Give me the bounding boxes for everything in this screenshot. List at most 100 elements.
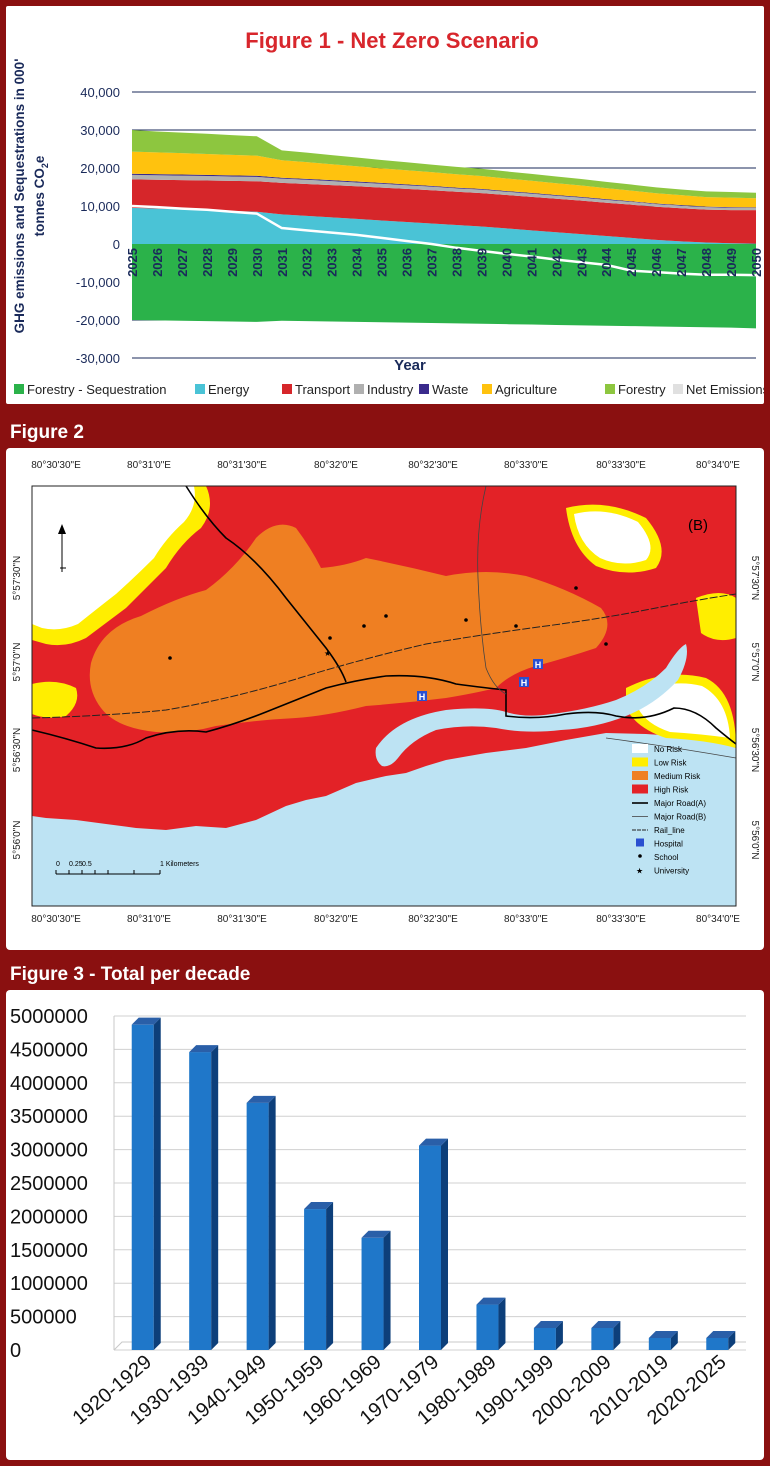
legend-swatch: [632, 744, 648, 753]
bar-side: [383, 1230, 391, 1350]
x-tick-label: 2046: [649, 248, 664, 277]
bar-top: [304, 1202, 334, 1210]
legend-item: Waste: [419, 382, 468, 397]
decade-bar-chart: 5000000450000040000003500000300000025000…: [10, 1006, 746, 1429]
y-tick-label: 1000000: [10, 1273, 88, 1295]
map-legend-label: Major Road(A): [654, 799, 706, 808]
map-panel-label: (B): [688, 517, 708, 534]
bar-side: [153, 1017, 161, 1350]
area-energy: [132, 207, 756, 244]
x-axis-label: Year: [394, 357, 426, 374]
university-icon: ★: [324, 649, 331, 658]
bar-side: [498, 1297, 506, 1350]
bar-side: [613, 1320, 621, 1350]
legend-swatch: [482, 384, 492, 394]
bar-side: [555, 1320, 563, 1350]
top-longitude-tick: 80°34'0"E: [696, 460, 740, 471]
area-forestry: [132, 130, 756, 199]
hospital-icon-box: [519, 677, 529, 687]
bar-side: [268, 1095, 276, 1350]
scale-label: 0.25: [69, 861, 83, 868]
school-icon: [514, 624, 518, 628]
legend-university-icon: ★: [636, 867, 643, 876]
bar: [419, 1138, 448, 1350]
legend-label: Waste: [432, 382, 468, 397]
x-tick-label: 2040: [499, 248, 514, 277]
x-tick-label: 2032: [300, 248, 315, 277]
bar-top: [419, 1138, 448, 1146]
map-legend-item: Rail_line: [632, 826, 685, 835]
legend-label: Net Emissions: [686, 382, 764, 397]
legend-item: Energy: [195, 382, 250, 397]
legend-item: Transport: [282, 382, 351, 397]
legend-item: Net Emissions: [673, 382, 770, 397]
x-tick-label: 2033: [325, 248, 340, 277]
major-road-b: [477, 485, 737, 759]
area-industry: [132, 174, 756, 211]
map-legend-label: No Risk: [654, 745, 683, 754]
bar: [131, 1017, 161, 1350]
top-longitude-tick: 80°30'30"E: [31, 460, 81, 471]
bar-top: [706, 1330, 736, 1338]
bottom-longitude-tick: 80°33'30"E: [596, 914, 646, 925]
school-icon: [362, 624, 366, 628]
bottom-longitude-tick: 80°30'30"E: [31, 914, 81, 925]
bar-top: [361, 1230, 391, 1238]
x-tick-label: 2037: [425, 248, 440, 277]
bar: [361, 1230, 391, 1350]
hospital-icon-letter: H: [521, 678, 528, 688]
bar-front: [533, 1327, 556, 1350]
bar-top: [533, 1320, 563, 1328]
map-legend-item: Major Road(A): [632, 799, 706, 808]
line-net-emissions: [131, 204, 757, 277]
bar-top: [476, 1297, 506, 1305]
bottom-longitude-tick: 80°31'30"E: [217, 914, 267, 925]
bar: [189, 1045, 219, 1350]
x-tick-label: 2031: [275, 248, 290, 277]
map-legend-item: Major Road(B): [632, 813, 706, 822]
legend-item: Forestry - Sequestration: [14, 382, 166, 397]
bar-top: [246, 1095, 276, 1103]
bar: [706, 1330, 736, 1350]
legend-swatch: [632, 784, 648, 794]
map-legend-item: School: [638, 853, 679, 862]
x-tick-label: 2049: [724, 248, 739, 277]
legend-swatch: [195, 384, 205, 394]
school-icon: [384, 614, 388, 618]
legend-item: Agriculture: [482, 382, 557, 397]
net-zero-area-chart: Figure 1 - Net Zero Scenario 40,000 30,00…: [12, 28, 770, 397]
legend-item: Forestry: [605, 382, 666, 397]
top-longitude-tick: 80°31'0"E: [127, 460, 171, 471]
lagoon: [375, 644, 687, 767]
hospital-icon: H: [519, 677, 529, 688]
x-tick-label: 2041: [524, 248, 539, 277]
map-legend-label: University: [654, 867, 689, 876]
top-longitude-tick: 80°32'0"E: [314, 460, 358, 471]
bar: [304, 1202, 334, 1350]
map-legend-item: Medium Risk: [632, 771, 701, 781]
x-tick-label: 2047: [674, 248, 689, 277]
map-legend-item: Low Risk: [632, 757, 687, 768]
y-tick-label: 5000000: [10, 1006, 88, 1028]
bottom-longitude-tick: 80°33'0"E: [504, 914, 548, 925]
map-legend-label: Rail_line: [654, 826, 685, 835]
legend-swatch: [282, 384, 292, 394]
x-tick-label: 2029: [225, 248, 240, 277]
y-tick-label: 10,000: [80, 199, 120, 214]
x-tick-label: 2042: [549, 248, 564, 277]
bar-side: [441, 1138, 448, 1350]
bar-chart-frame: 5000000 4500000 4000000 3500000 3000000 25000…: [6, 990, 764, 1460]
legend-label: Transport: [295, 382, 351, 397]
y-tick-label: 20,000: [80, 161, 120, 176]
top-longitude-tick: 80°33'0"E: [504, 460, 548, 471]
low-risk-patch-far-e: [696, 593, 736, 641]
legend-school-icon: [638, 854, 642, 858]
area-transport: [132, 179, 756, 244]
school-icon: [604, 642, 608, 646]
map-legend-item: ★ University: [636, 867, 689, 876]
y-tick-label: -30,000: [76, 351, 120, 366]
bar-front: [476, 1304, 499, 1350]
bar-front: [648, 1337, 671, 1350]
hospital-icon: H: [417, 691, 427, 702]
x-tick-label: 2045: [624, 248, 639, 277]
